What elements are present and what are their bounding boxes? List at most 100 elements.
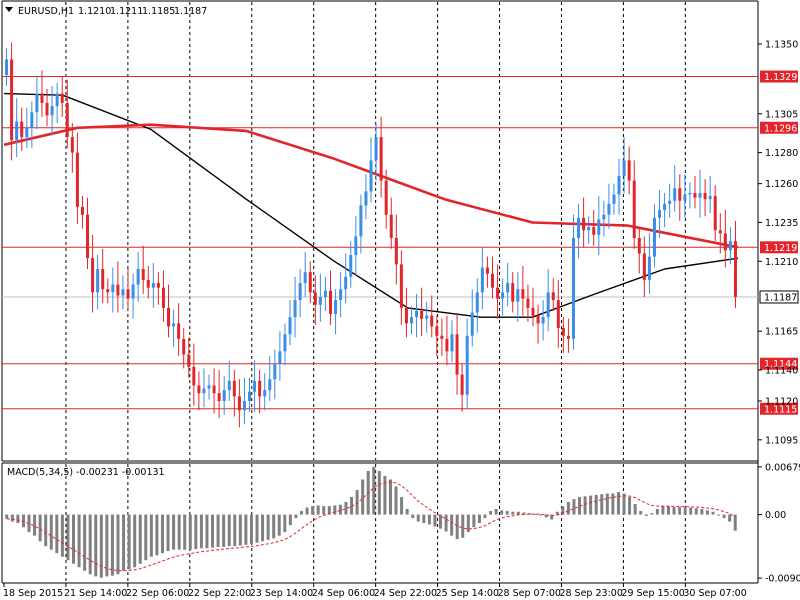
candle-body <box>728 241 732 251</box>
x-tick-label: 22 Sep 22:00 <box>188 588 251 599</box>
ohlc-high: 1.1211 <box>110 6 143 17</box>
candle-body <box>15 121 19 141</box>
candle-body <box>45 102 49 116</box>
candle-body <box>131 284 135 299</box>
candle-body <box>207 385 211 389</box>
macd-bar <box>344 501 348 515</box>
dropdown-triangle-icon[interactable] <box>5 7 13 12</box>
candle-body <box>303 272 307 284</box>
ohlc-open: 1.1210 <box>78 6 111 17</box>
candle-body <box>496 287 500 299</box>
candle-body <box>156 283 160 288</box>
macd-bar <box>372 466 376 515</box>
macd-title: MACD(5,34,5) -0.00231 -0.00131 <box>7 467 165 478</box>
candle-body <box>409 317 413 324</box>
macd-bar <box>66 514 70 561</box>
candle-body <box>506 283 510 293</box>
macd-bar <box>277 514 281 536</box>
candle-body <box>242 401 246 411</box>
macd-bar <box>611 493 615 515</box>
candle-body <box>617 175 621 195</box>
macd-bar <box>72 514 76 564</box>
macd-bar <box>272 514 276 539</box>
candle-body <box>253 380 257 392</box>
macd-bar <box>594 494 598 515</box>
candle-body <box>430 315 434 327</box>
candle-body <box>263 390 267 397</box>
macd-bar <box>16 514 20 523</box>
macd-bar <box>44 514 48 547</box>
macd-y-tick-label: 0.00 <box>765 510 786 521</box>
macd-bar <box>455 514 459 540</box>
candle-body <box>136 269 140 285</box>
macd-bar <box>60 514 64 557</box>
candle-body <box>75 152 79 207</box>
x-tick-label: 21 Sep 14:00 <box>64 588 127 599</box>
candle-body <box>192 366 196 386</box>
macd-bar <box>155 514 159 556</box>
candle-body <box>733 241 737 297</box>
macd-bar <box>477 514 481 523</box>
y-tick-label: 1.1095 <box>765 435 798 446</box>
macd-bar <box>377 471 381 515</box>
candle-body <box>35 93 39 113</box>
candle-body <box>101 269 105 290</box>
candle-body <box>278 351 282 364</box>
candle-body <box>718 230 722 234</box>
current-price-label: 1.1187 <box>764 292 797 303</box>
candle-body <box>480 267 484 293</box>
macd-bar <box>694 508 698 515</box>
macd-bar <box>728 514 732 522</box>
macd-bar <box>10 514 14 522</box>
candle-body <box>55 93 59 107</box>
macd-histogram <box>5 466 737 578</box>
candle-body <box>258 380 262 397</box>
level-price-tag <box>760 121 798 134</box>
candle-body <box>531 307 535 316</box>
level-price-label: 1.1144 <box>764 359 797 370</box>
price-axis: 1.1350 1.1305 1.1280 1.1260 1.1235 1.1210 1.11… <box>758 39 800 585</box>
candle-body <box>404 307 408 324</box>
candle-body <box>217 393 221 402</box>
macd-bar <box>333 505 337 515</box>
macd-bar <box>383 475 387 515</box>
macd-bar <box>138 514 142 564</box>
y-tick-label: 1.1165 <box>765 327 798 338</box>
macd-bar <box>21 514 25 528</box>
candle-body <box>329 290 333 315</box>
candle-body <box>227 380 231 391</box>
candle-body <box>293 300 297 318</box>
candle-body <box>713 196 717 231</box>
macd-bar <box>444 514 448 532</box>
macd-bar <box>483 514 487 519</box>
macd-bar <box>166 514 170 552</box>
macd-bar <box>249 514 253 545</box>
macd-bar <box>605 493 609 515</box>
macd-bar <box>205 514 209 549</box>
macd-bar <box>77 514 81 568</box>
level-price-tag <box>760 402 798 415</box>
candle-body <box>582 217 586 231</box>
y-tick-label: 1.1350 <box>765 39 798 50</box>
candle-body <box>526 298 530 308</box>
candle-body <box>10 59 14 141</box>
candle-body <box>30 112 34 128</box>
macd-bar <box>733 514 737 531</box>
y-tick-label: 1.1140 <box>765 365 798 376</box>
macd-bar <box>527 513 531 515</box>
candle-body <box>379 137 383 181</box>
macd-bar <box>533 513 537 515</box>
macd-bar <box>338 504 342 515</box>
macd-bar <box>700 508 704 515</box>
candle-body <box>703 192 707 200</box>
macd-bar <box>327 506 331 515</box>
candle-body <box>298 283 302 301</box>
macd-bar <box>361 479 365 515</box>
candle-body <box>60 93 64 103</box>
candle-body <box>212 385 216 394</box>
candle-body <box>202 388 206 394</box>
candle-body <box>546 292 550 318</box>
candle-body <box>318 296 322 305</box>
